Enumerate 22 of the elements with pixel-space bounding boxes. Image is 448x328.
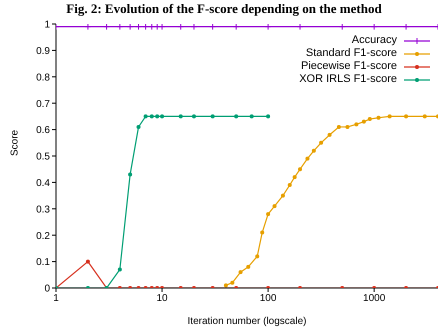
y-tick-label: 0.1	[36, 257, 50, 268]
y-tick-label: 0.8	[36, 72, 50, 84]
legend-label: Piecewise F1-score	[301, 60, 397, 73]
y-tick-label: 0.9	[36, 46, 50, 57]
y-tick-label: 0.5	[36, 152, 50, 163]
x-tick-label: 10	[156, 293, 168, 304]
y-axis-title: Score	[10, 129, 21, 156]
legend-label: Accuracy	[352, 34, 397, 47]
x-tick-label: 1	[53, 293, 60, 304]
y-tick-label: 0.3	[36, 204, 50, 216]
y-tick-label: 0.7	[36, 98, 50, 110]
chart-title: Fig. 2: Evolution of the F-score depending on the method	[66, 1, 382, 16]
x-tick-label: 100	[260, 293, 277, 304]
y-tick-label: 0	[44, 284, 50, 295]
legend-label: Standard F1-score	[306, 47, 397, 60]
y-tick-label: 1	[44, 20, 50, 31]
y-tick-label: 0.6	[36, 125, 50, 136]
legend-label: XOR IRLS F1-score	[299, 73, 397, 86]
y-tick-label: 0.4	[36, 178, 50, 189]
x-axis-title: Iteration number (logscale)	[188, 316, 306, 327]
x-tick-label: 1000	[363, 293, 386, 304]
y-tick-label: 0.2	[36, 230, 50, 242]
